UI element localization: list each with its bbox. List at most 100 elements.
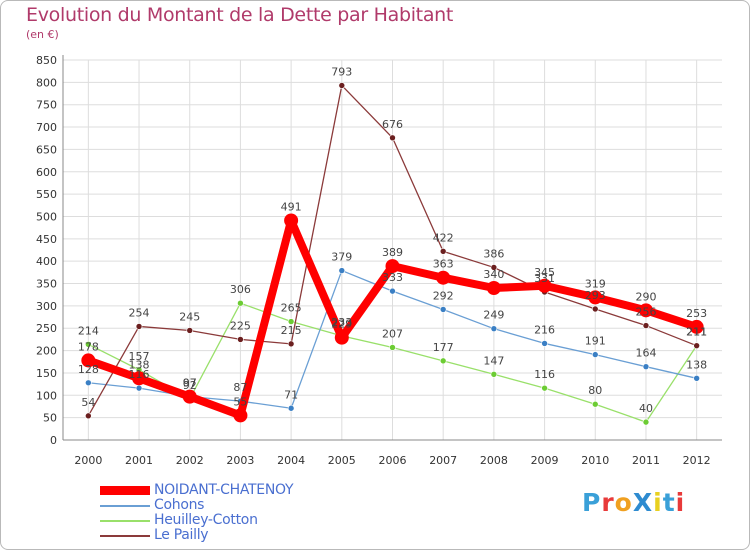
data-point: [642, 322, 650, 329]
data-point: [689, 319, 704, 334]
data-point: [537, 278, 552, 293]
data-label: 80: [588, 384, 602, 397]
data-label: 216: [534, 323, 555, 336]
data-point: [486, 281, 501, 295]
y-tick-label: 400: [36, 255, 57, 268]
y-tick-label: 350: [36, 278, 57, 291]
data-point: [642, 418, 650, 426]
x-tick-label: 2008: [480, 454, 508, 467]
data-point: [81, 353, 96, 368]
x-tick-label: 2005: [328, 454, 356, 467]
data-point: [541, 384, 548, 392]
data-point: [638, 303, 653, 318]
x-tick-label: 2011: [632, 454, 660, 467]
data-point: [334, 330, 349, 345]
data-point: [490, 264, 498, 271]
data-point: [439, 248, 447, 255]
data-label: 249: [483, 309, 504, 322]
legend-label: Heuilley-Cotton: [154, 512, 258, 528]
logo-letter: i: [653, 488, 663, 517]
y-tick-label: 450: [36, 233, 57, 246]
data-label: 292: [433, 289, 454, 302]
logo-letter: P: [582, 488, 602, 517]
y-tick-label: 200: [36, 345, 57, 358]
data-label: 245: [179, 310, 200, 323]
data-point: [436, 270, 451, 285]
data-label: 55: [233, 395, 247, 408]
data-point: [642, 363, 650, 370]
data-label: 207: [382, 327, 403, 340]
data-point: [182, 389, 197, 404]
data-point: [490, 325, 498, 332]
data-point: [490, 370, 498, 378]
data-point: [287, 318, 295, 325]
data-point: [338, 267, 346, 274]
x-tick-label: 2012: [683, 454, 711, 467]
data-label: 491: [281, 200, 302, 213]
y-tick-label: 550: [36, 188, 57, 201]
data-label: 97: [183, 377, 197, 390]
x-tick-label: 2010: [581, 454, 609, 467]
x-tick-label: 2004: [277, 454, 305, 467]
data-point: [389, 344, 396, 351]
data-label: 233: [331, 316, 352, 329]
data-label: 265: [281, 302, 302, 315]
data-point: [237, 336, 244, 343]
y-tick-label: 600: [36, 166, 57, 179]
data-label: 333: [382, 271, 403, 284]
data-point: [132, 371, 147, 386]
x-tick-label: 2003: [226, 454, 254, 467]
data-label: 293: [585, 289, 606, 302]
data-point: [389, 134, 396, 142]
data-label: 138: [686, 358, 707, 371]
data-label: 422: [433, 231, 454, 244]
legend-swatch: [100, 486, 150, 495]
data-label: 256: [635, 306, 656, 319]
data-point: [135, 384, 143, 392]
chart-subtitle: (en €): [26, 28, 59, 41]
data-label: 306: [230, 283, 251, 296]
data-point: [439, 357, 447, 365]
logo-letter: i: [675, 488, 686, 517]
data-label: 92: [183, 379, 197, 392]
data-label: 147: [483, 354, 504, 367]
legend-label: NOIDANT-CHATENOY: [154, 482, 294, 498]
data-label: 87: [233, 381, 247, 394]
y-tick-label: 0: [50, 434, 57, 447]
data-point: [85, 341, 92, 348]
data-point: [85, 412, 92, 420]
data-label: 128: [78, 363, 99, 376]
data-label: 164: [635, 347, 656, 360]
data-point: [591, 400, 599, 408]
legend-swatch: [100, 505, 150, 507]
data-point: [237, 299, 244, 307]
data-label: 290: [635, 290, 656, 303]
y-tick-label: 650: [36, 143, 57, 156]
data-point: [591, 351, 599, 358]
data-label: 116: [534, 368, 555, 381]
x-tick-label: 2009: [531, 454, 559, 467]
data-point: [591, 305, 599, 313]
x-tick-label: 2000: [74, 454, 102, 467]
data-point: [233, 408, 248, 423]
data-point: [439, 306, 447, 313]
data-point: [385, 259, 400, 274]
data-label: 340: [483, 268, 504, 281]
data-label: 225: [230, 319, 251, 332]
data-point: [389, 287, 396, 295]
x-tick-label: 2007: [429, 454, 457, 467]
y-tick-label: 500: [36, 210, 57, 223]
data-point: [541, 340, 548, 347]
data-point: [186, 327, 194, 334]
data-point: [693, 342, 700, 349]
data-label: 214: [78, 324, 99, 337]
data-label: 71: [284, 388, 298, 401]
data-label: 215: [281, 324, 302, 337]
data-label: 54: [81, 396, 95, 409]
data-label: 229: [331, 318, 352, 331]
legend-swatch: [100, 520, 150, 522]
logo-letter: t: [662, 488, 676, 517]
data-label: 319: [585, 277, 606, 290]
data-point: [287, 340, 295, 348]
